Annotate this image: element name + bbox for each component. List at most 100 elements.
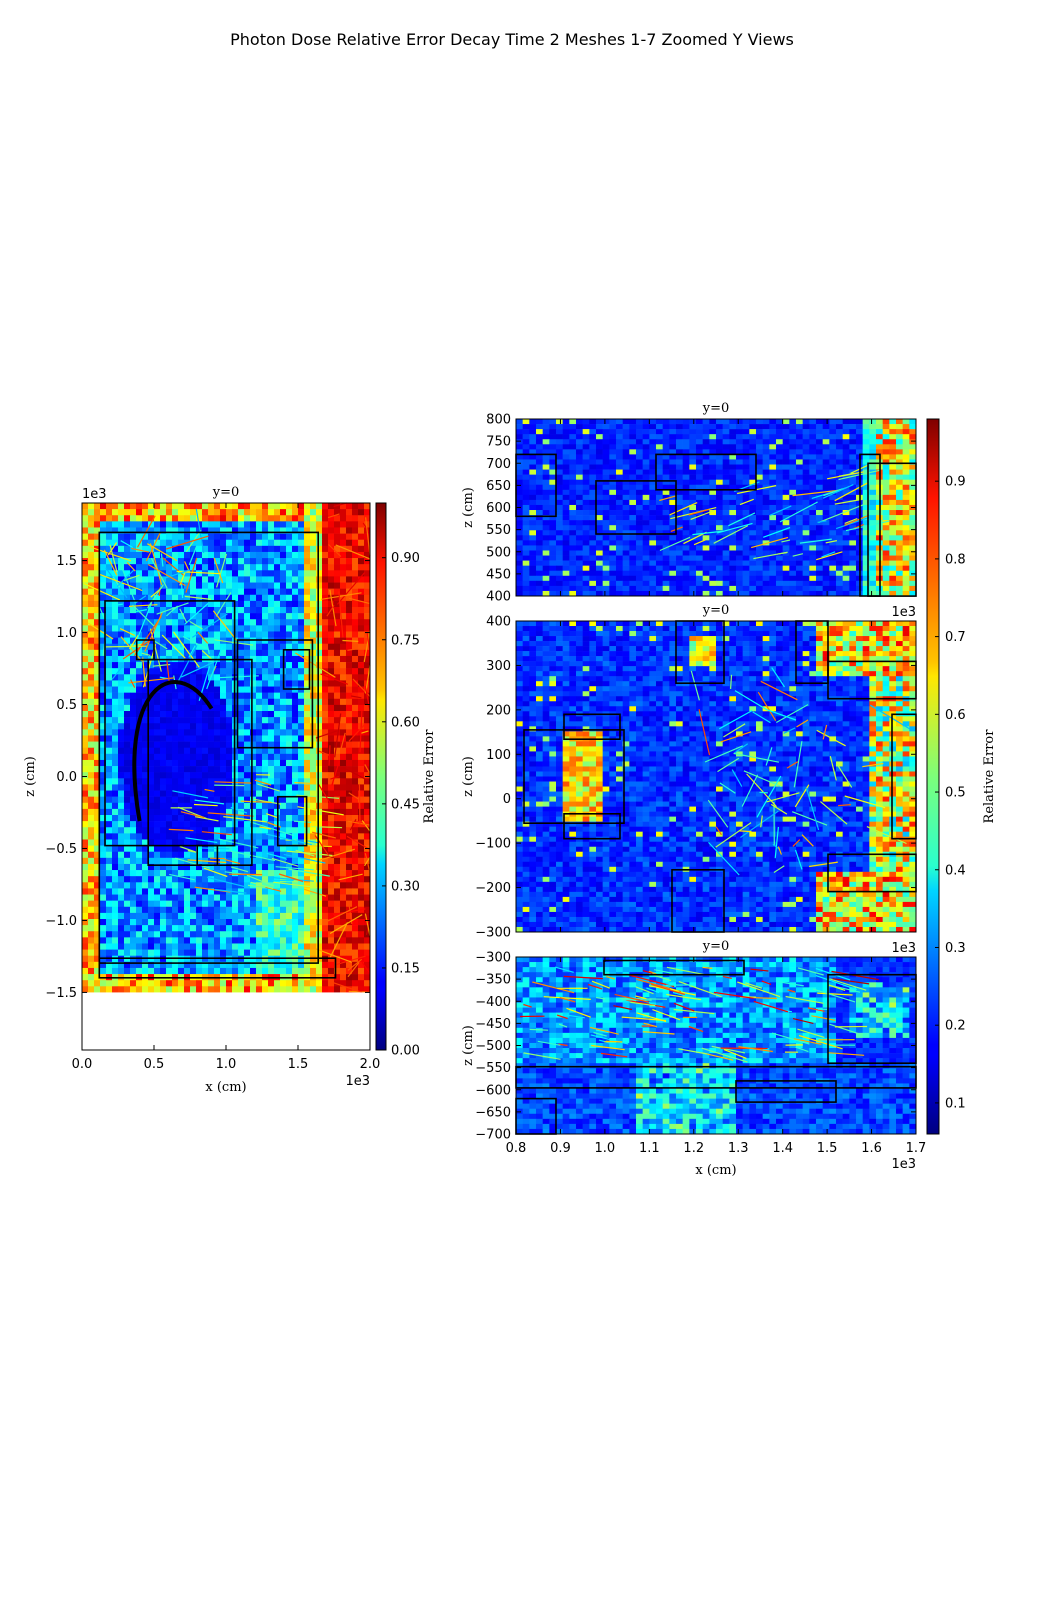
heatmap-cell [669,474,677,480]
heatmap-cell [274,668,281,675]
heatmap-cell [352,753,359,761]
heatmap-cell [190,527,197,534]
heatmap-cell [118,570,125,577]
heatmap-cell [250,900,257,908]
heatmap-cell [202,674,209,681]
heatmap-cell [184,967,191,975]
heatmap-cell [142,717,149,724]
heatmap-cell [214,674,221,681]
heatmap-cell [94,533,101,541]
heatmap-cell [776,439,783,445]
heatmap-cell [160,943,167,950]
heatmap-cell [118,521,125,528]
scatter-streak [317,750,330,756]
heatmap-cell [322,961,329,969]
heatmap-cell [316,692,323,700]
heatmap-cell [274,649,281,657]
heatmap-cell [82,894,89,901]
heatmap-cell [364,515,371,522]
heatmap-cell [214,790,221,797]
heatmap-cell [262,870,269,877]
heatmap-cell [172,821,179,828]
heatmap-cell [220,747,227,755]
heatmap-cell [842,459,850,465]
heatmap-cell [268,637,275,645]
heatmap-cell [816,484,823,491]
heatmap-cell [274,778,281,785]
heatmap-cell [220,515,227,522]
heatmap-cell [334,753,341,761]
heatmap-cell [178,815,185,822]
scatter-streak [348,724,365,742]
heatmap-cell [802,479,810,486]
heatmap-cell [142,906,149,914]
heatmap-cell [536,489,543,496]
heatmap-cell [274,674,281,681]
heatmap-cell [268,980,275,987]
heatmap-cell [849,439,857,445]
heatmap-cell [316,729,323,736]
heatmap-cell [836,464,843,470]
heatmap-cell [172,863,179,871]
heatmap-cell [112,637,119,645]
heatmap-cell [214,894,221,901]
heatmap-cell [696,454,703,460]
heatmap-cell [304,894,311,901]
heatmap-cell [184,870,191,877]
heatmap-cell [136,545,143,553]
heatmap-cell [696,429,703,435]
heatmap-cell [702,474,710,480]
heatmap-cell [250,698,257,706]
heatmap-cell [702,464,710,470]
heatmap-cell [268,674,275,681]
scatter-streak [230,806,248,814]
heatmap-cell [166,882,173,889]
heatmap-cell [656,444,663,450]
heatmap-cell [262,863,269,871]
heatmap-cell [346,613,353,620]
heatmap-cell [256,967,263,975]
heatmap-cell [88,894,95,901]
heatmap-cell [316,888,323,895]
heatmap-cell [184,594,191,602]
heatmap-cell [298,735,305,742]
scatter-streak [187,850,197,853]
heatmap-cell [889,479,897,486]
heatmap-cell [736,479,743,486]
heatmap-cell [166,747,173,755]
heatmap-cell [334,888,341,895]
heatmap-cell [220,662,227,669]
heatmap-cell [94,925,101,932]
heatmap-cell [148,594,155,602]
heatmap-cell [232,558,239,565]
heatmap-cell [130,704,137,712]
heatmap-cell [286,802,293,810]
heatmap-cell [190,625,197,632]
heatmap-cell [220,772,227,779]
heatmap-cell [118,662,125,669]
heatmap-cell [762,419,770,425]
heatmap-cell [214,906,221,914]
heatmap-cell [88,576,95,583]
heatmap-cell [196,570,203,577]
heatmap-cell [516,474,523,480]
heatmap-cell [160,509,167,516]
heatmap-cell [106,900,113,908]
heatmap-cell [322,655,329,663]
heatmap-cell [542,489,550,496]
heatmap-cell [190,759,197,767]
heatmap-cell [796,434,803,440]
heatmap-cell [616,464,623,470]
heatmap-cell [536,464,543,470]
heatmap-cell [542,479,550,486]
heatmap-cell [274,711,281,718]
heatmap-cell [178,637,185,645]
heatmap-cell [358,637,365,645]
scatter-streak [310,825,343,829]
heatmap-cell [238,674,245,681]
heatmap-cell [190,631,197,638]
heatmap-cell [208,600,215,608]
heatmap-cell [184,711,191,718]
heatmap-cell [334,723,341,730]
heatmap-cell [124,784,131,791]
